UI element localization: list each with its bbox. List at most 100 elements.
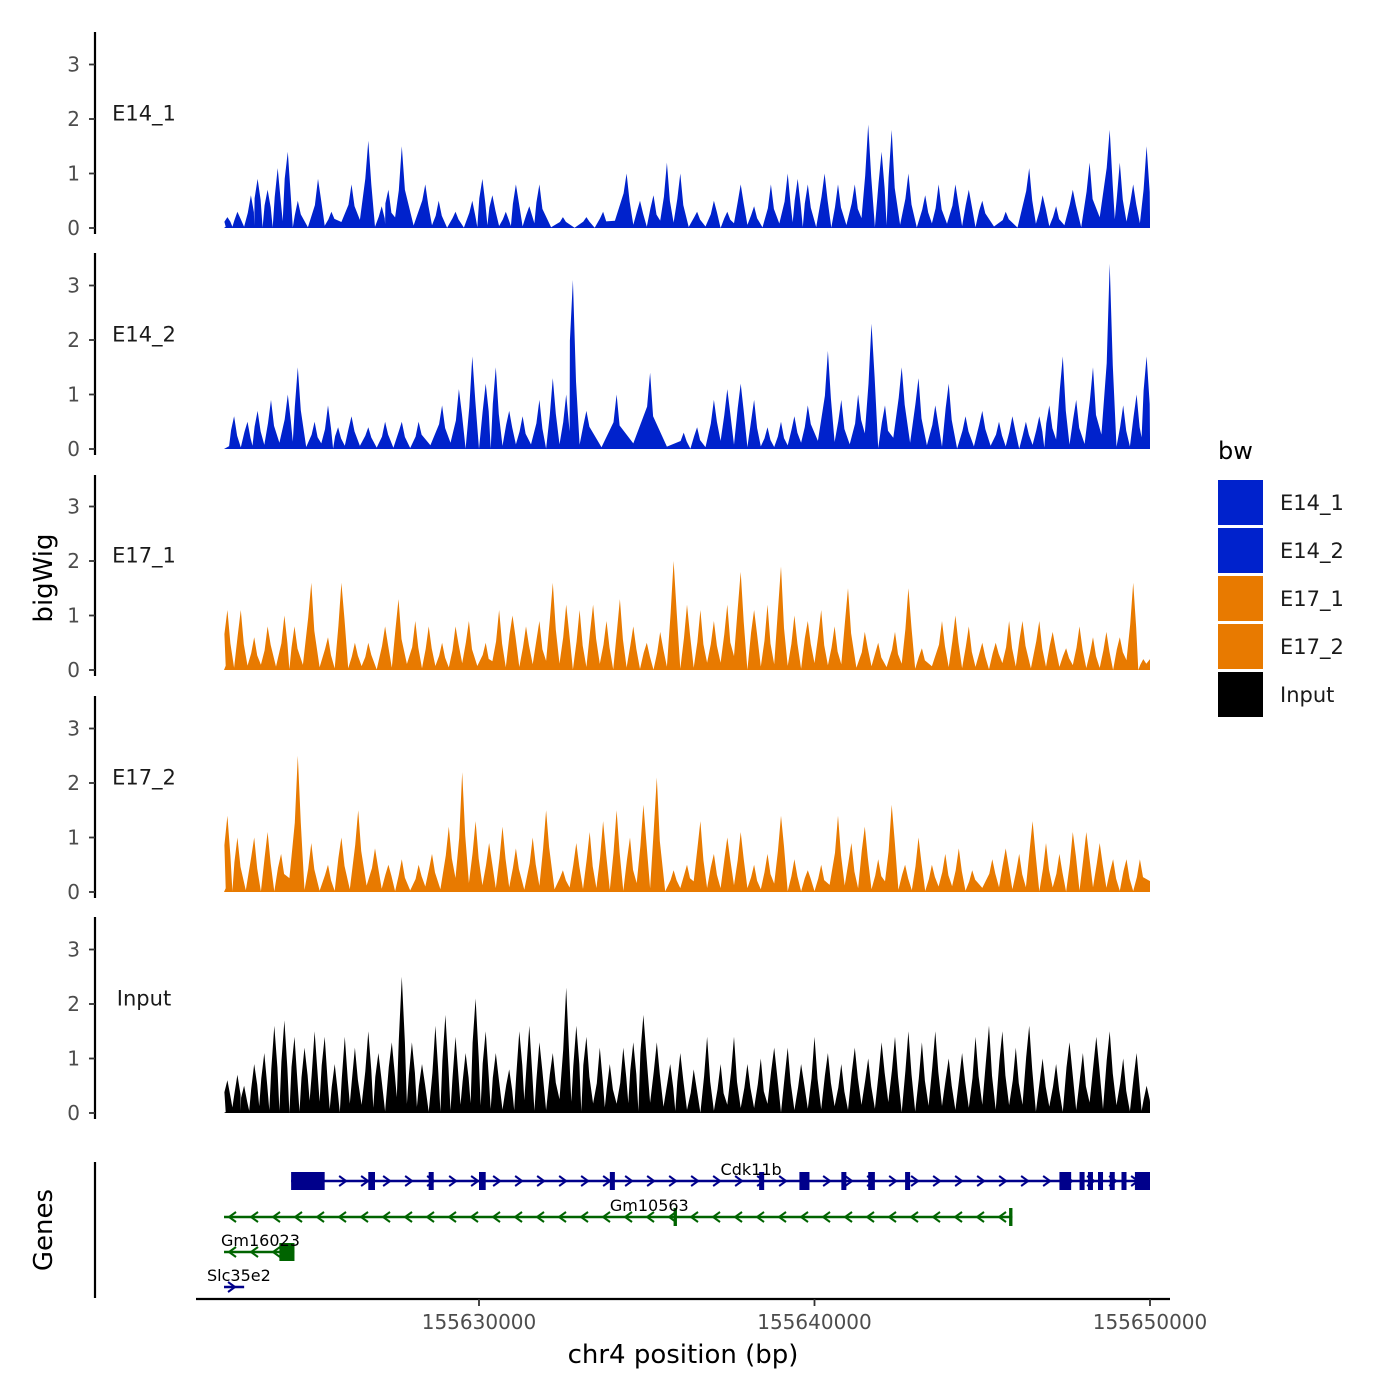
strand-arrow xyxy=(381,1211,391,1223)
signal-area-e17-1 xyxy=(224,561,1150,670)
strand-arrow xyxy=(909,1211,919,1223)
exon xyxy=(368,1172,375,1190)
track-panel-e14-1: 0 1 2 3 E14_1 xyxy=(67,32,1150,240)
strand-arrow xyxy=(338,1175,348,1187)
y-tick-label: 3 xyxy=(67,938,80,962)
strand-arrow xyxy=(249,1211,259,1223)
strand-arrow xyxy=(712,1175,722,1187)
strand-arrow xyxy=(469,1211,479,1223)
gene-gm16023: Gm16023 xyxy=(221,1231,300,1261)
strand-arrow xyxy=(932,1175,942,1187)
gene-slc35e2: Slc35e2 xyxy=(207,1266,271,1293)
y-tick-label: 0 xyxy=(67,1101,80,1125)
track-label: E17_2 xyxy=(112,766,176,791)
strand-arrow xyxy=(998,1175,1008,1187)
exon xyxy=(1109,1172,1115,1190)
strand-arrow xyxy=(755,1211,765,1223)
y-tick-label: 1 xyxy=(67,383,80,407)
strand-arrow xyxy=(601,1211,611,1223)
exon xyxy=(1009,1208,1013,1226)
strand-arrow xyxy=(1042,1175,1052,1187)
y-tick-label: 0 xyxy=(67,880,80,904)
y-tick-label: 2 xyxy=(67,328,80,352)
strand-arrow xyxy=(557,1211,567,1223)
strand-arrow xyxy=(227,1211,237,1223)
strand-arrow xyxy=(491,1211,501,1223)
strand-arrow xyxy=(492,1175,502,1187)
strand-arrow xyxy=(623,1211,633,1223)
y-tick-label: 0 xyxy=(67,437,80,461)
exon xyxy=(279,1243,295,1261)
exon xyxy=(1121,1172,1127,1190)
strand-arrow xyxy=(624,1175,634,1187)
strand-arrow xyxy=(337,1211,347,1223)
y-tick-label: 2 xyxy=(67,992,80,1016)
strand-arrow xyxy=(689,1211,699,1223)
strand-arrow xyxy=(448,1175,458,1187)
strand-arrow xyxy=(865,1211,875,1223)
gene-label: Slc35e2 xyxy=(207,1266,271,1285)
exon xyxy=(1097,1172,1104,1190)
legend-label: E14_2 xyxy=(1280,539,1344,564)
exon xyxy=(291,1172,325,1190)
signal-area-e14-1 xyxy=(224,124,1150,228)
genes-layer: Cdk11b Gm10563 Gm16023 Slc35e2 xyxy=(93,1160,1150,1298)
strand-arrow xyxy=(1020,1175,1030,1187)
legend: bw E14_1 E14_2 E17_1 E17_2 Input xyxy=(1218,437,1344,717)
x-axis-ticks: 155630000 155640000 155650000 xyxy=(422,1299,1207,1334)
strand-arrow xyxy=(777,1211,787,1223)
y-tick-label: 3 xyxy=(67,495,80,519)
legend-label: E14_1 xyxy=(1280,491,1344,516)
strand-arrow xyxy=(821,1211,831,1223)
y-tick-label: 0 xyxy=(67,658,80,682)
y-tick-label: 3 xyxy=(67,717,80,741)
strand-arrow xyxy=(910,1175,920,1187)
strand-arrow xyxy=(580,1175,590,1187)
gene-label: Gm10563 xyxy=(610,1196,689,1215)
y-axis-title: bigWig xyxy=(29,533,59,622)
y-tick-label: 0 xyxy=(67,216,80,240)
exon xyxy=(868,1172,875,1190)
strand-arrow xyxy=(997,1211,1007,1223)
strand-arrow xyxy=(359,1211,369,1223)
legend-label: E17_2 xyxy=(1280,635,1344,660)
signal-area-e14-2 xyxy=(224,263,1150,449)
legend-label: Input xyxy=(1280,683,1334,707)
strand-arrow xyxy=(843,1211,853,1223)
strand-arrow xyxy=(976,1175,986,1187)
strand-arrow xyxy=(227,1281,237,1293)
y-tick-label: 1 xyxy=(67,826,80,850)
strand-arrow xyxy=(799,1211,809,1223)
exon xyxy=(905,1172,911,1190)
strand-arrow xyxy=(733,1211,743,1223)
strand-arrow xyxy=(271,1211,281,1223)
strand-arrow xyxy=(887,1211,897,1223)
signal-area-input xyxy=(224,976,1150,1113)
strand-arrow xyxy=(975,1211,985,1223)
strand-arrow xyxy=(382,1175,392,1187)
exon xyxy=(1087,1172,1093,1190)
exon xyxy=(1134,1172,1150,1190)
exon xyxy=(841,1172,847,1190)
strand-arrow xyxy=(711,1211,721,1223)
strand-arrow xyxy=(822,1175,832,1187)
x-tick-label: 155630000 xyxy=(422,1310,537,1334)
legend-swatch xyxy=(1218,480,1263,525)
strand-arrow xyxy=(315,1211,325,1223)
strand-arrow xyxy=(227,1246,237,1258)
track-label: Input xyxy=(117,987,171,1011)
track-panel-input: 0 1 2 3 Input xyxy=(67,917,1150,1125)
legend-label: E17_1 xyxy=(1280,587,1344,612)
y-tick-label: 3 xyxy=(67,274,80,298)
gene-cdk11b: Cdk11b xyxy=(291,1160,1150,1190)
strand-arrow xyxy=(536,1175,546,1187)
y-tick-label: 1 xyxy=(67,604,80,628)
track-panel-e14-2: 0 1 2 3 E14_2 xyxy=(67,253,1150,461)
legend-swatch xyxy=(1218,528,1263,573)
strand-arrow xyxy=(844,1175,854,1187)
legend-swatch xyxy=(1218,576,1263,621)
strand-arrow xyxy=(360,1175,370,1187)
exon xyxy=(1079,1172,1085,1190)
strand-arrow xyxy=(579,1211,589,1223)
